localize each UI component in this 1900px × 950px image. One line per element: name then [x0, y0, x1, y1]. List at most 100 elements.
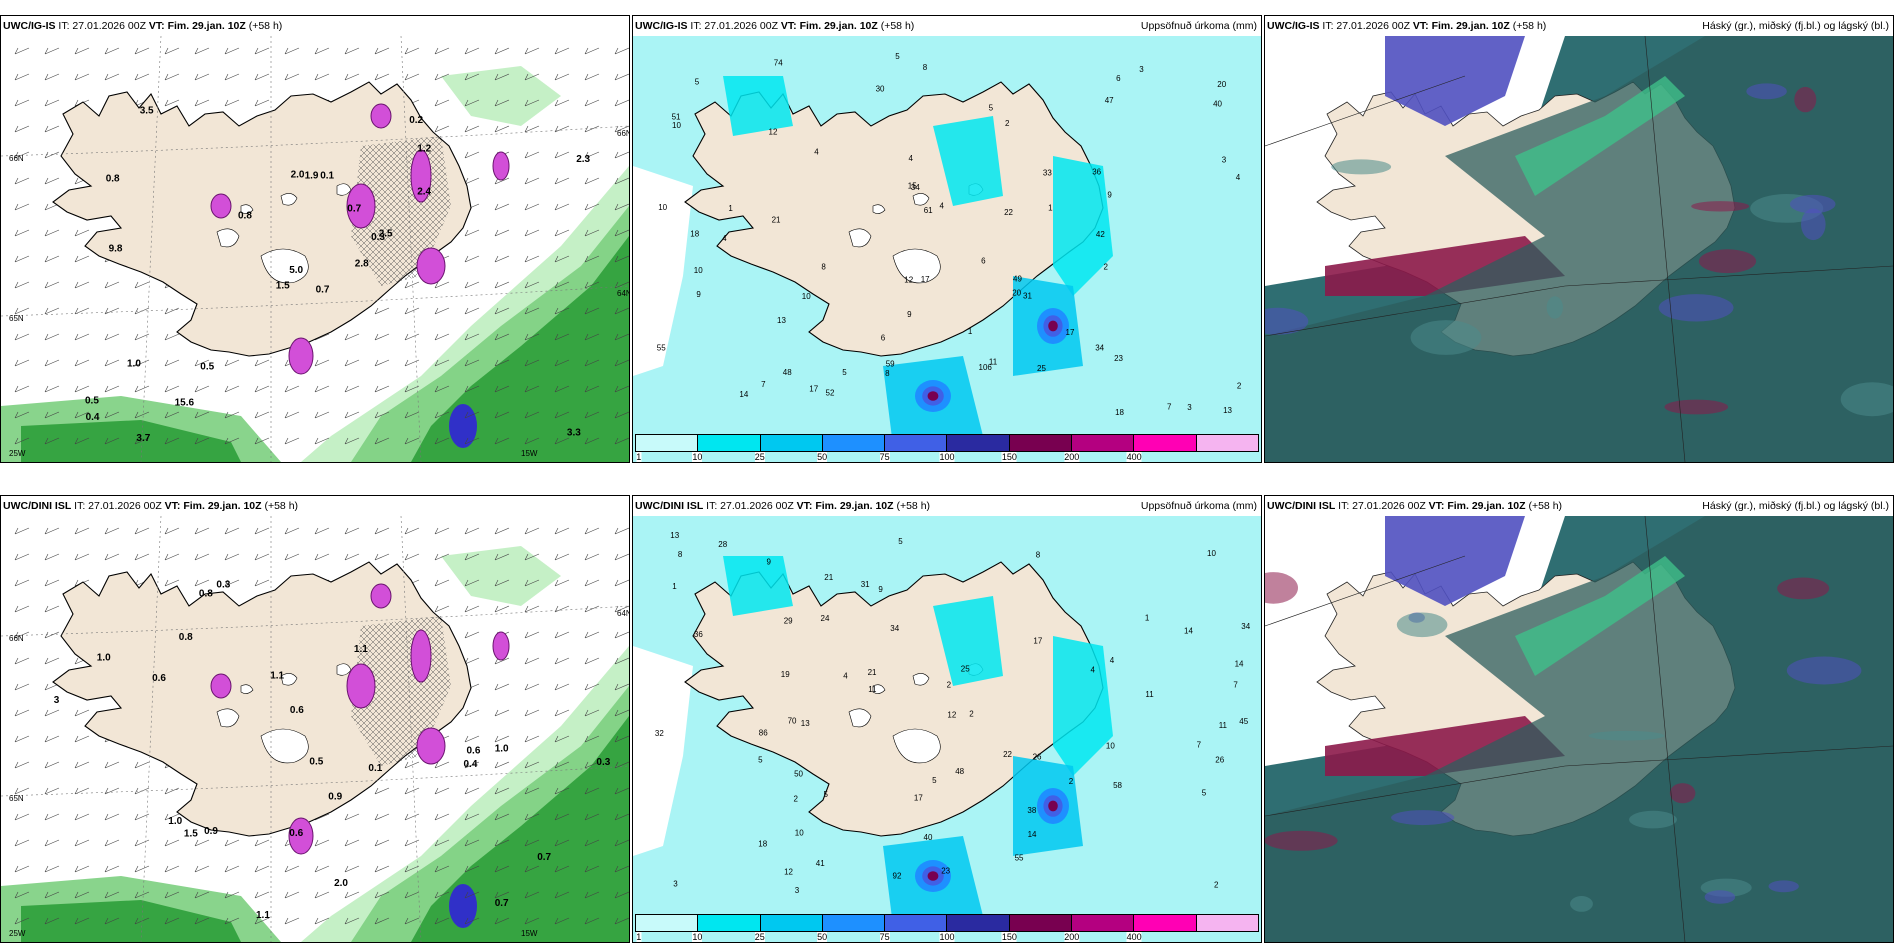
- wind-barb: [164, 917, 180, 925]
- model-name: UWC/DINI ISL: [3, 500, 72, 512]
- wind-barb: [14, 47, 30, 55]
- wind-barb: [584, 657, 600, 665]
- wind-barb: [224, 99, 240, 107]
- wind-barb: [44, 437, 60, 445]
- value-label: 21: [824, 573, 833, 582]
- wind-barb: [494, 73, 510, 81]
- midlevel-cloud: [1385, 36, 1525, 126]
- wind-barb: [434, 761, 450, 769]
- wind-barb: [494, 683, 510, 691]
- model-name: UWC/DINI ISL: [1267, 500, 1336, 512]
- wind-barb: [614, 917, 629, 925]
- wind-barb: [554, 437, 570, 445]
- wind-barb: [614, 605, 629, 613]
- colorbar-tick: 1: [636, 932, 642, 942]
- value-label: 20: [1012, 289, 1021, 298]
- value-label: 10: [658, 203, 667, 212]
- glacier-outline: [240, 204, 254, 214]
- value-label: 1: [1145, 613, 1150, 622]
- value-label: 0.4: [86, 412, 100, 423]
- value-label: 0.4: [464, 759, 478, 770]
- value-label: 8: [821, 262, 826, 271]
- lead-time: (+58 h): [1512, 20, 1547, 32]
- cloud-patch: [1331, 159, 1392, 175]
- value-label: 48: [783, 368, 792, 377]
- wind-barb: [44, 125, 60, 133]
- value-label: 23: [1114, 354, 1123, 363]
- value-label: 14: [1184, 627, 1193, 636]
- wind-shading: [441, 546, 561, 606]
- wind-barb: [584, 579, 600, 587]
- wind-barb: [554, 255, 570, 263]
- panel-igis-cloud: UWC/IG-IS IT: 27.01.2026 00Z VT: Fim. 29…: [1264, 15, 1894, 463]
- wind-shading: [441, 66, 561, 126]
- wind-barb: [374, 307, 390, 315]
- wind-barb: [614, 385, 629, 393]
- wind-barb: [14, 813, 30, 821]
- value-label: 0.3: [371, 232, 385, 243]
- value-label: 26: [1215, 755, 1224, 764]
- wind-barb: [524, 761, 540, 769]
- wind-barb: [464, 709, 480, 717]
- wind-barb: [224, 579, 240, 587]
- wind-barb: [494, 359, 510, 367]
- wind-barb: [44, 229, 60, 237]
- panel-dini-wind: UWC/DINI ISL IT: 27.01.2026 00Z VT: Fim.…: [0, 495, 630, 943]
- wind-barb: [284, 47, 300, 55]
- wind-barb: [134, 839, 150, 847]
- wind-barb: [164, 437, 180, 445]
- glacier-outline: [912, 673, 930, 686]
- value-labels: 0.6 1.0 0.6 0.8 0.9 1.1 3 0.1 0.7 0.4 0.3 0.6 0.7 1.0…: [54, 580, 611, 921]
- wind-barb: [44, 359, 60, 367]
- value-label: 1.0: [97, 653, 111, 664]
- wind-barb: [524, 307, 540, 315]
- wind-barb: [464, 229, 480, 237]
- wind-barb: [344, 865, 360, 873]
- wind-barb: [254, 579, 270, 587]
- wind-barb: [14, 255, 30, 263]
- precip-core: [288, 337, 314, 375]
- value-label: 22: [1003, 750, 1012, 759]
- wind-shading: [21, 420, 241, 462]
- wind-barb: [494, 865, 510, 873]
- precip-shading: [933, 116, 1003, 206]
- value-label: 26: [1033, 752, 1042, 761]
- cloud-patch: [1698, 249, 1757, 274]
- wind-barb: [14, 657, 30, 665]
- colorbar-ticks: 1 10 25 50 75 100 150 200 400: [635, 932, 1259, 942]
- panel-title: Háský (gr.), miðský (fj.bl.) og lágský (…: [1702, 20, 1889, 32]
- wind-barb: [224, 917, 240, 925]
- wind-barb: [584, 203, 600, 211]
- wind-barb: [44, 839, 60, 847]
- init-time: IT: 27.01.2026 00Z: [1338, 500, 1426, 512]
- value-label: 7: [1233, 681, 1238, 690]
- panel-title: Uppsöfnuð úrkoma (mm): [1140, 500, 1257, 512]
- wind-barb: [14, 151, 30, 159]
- precip-core: [370, 583, 392, 609]
- init-time: IT: 27.01.2026 00Z: [690, 20, 778, 32]
- wind-barb: [104, 553, 120, 561]
- wind-barb: [314, 553, 330, 561]
- wind-barb: [104, 73, 120, 81]
- colorbar-tick: 100: [939, 932, 955, 942]
- wind-barb: [164, 47, 180, 55]
- wind-barb: [614, 683, 629, 691]
- precip-core: [346, 183, 376, 229]
- wind-barb: [164, 579, 180, 587]
- wind-barb: [374, 47, 390, 55]
- wind-barb: [524, 657, 540, 665]
- wind-barb: [554, 813, 570, 821]
- wind-barb: [614, 787, 629, 795]
- value-label: 45: [1239, 717, 1248, 726]
- colorbar-tick: 75: [879, 452, 890, 462]
- wind-barb: [464, 99, 480, 107]
- axis-label: 15W: [521, 449, 538, 458]
- wind-barb: [344, 333, 360, 341]
- colorbar-swatch: [635, 434, 699, 452]
- wind-barb: [284, 553, 300, 561]
- axis-label: 64N: [617, 609, 629, 618]
- precip-core: [210, 673, 232, 699]
- wind-barb: [524, 527, 540, 535]
- wind-barb: [44, 631, 60, 639]
- value-label: 3: [1139, 65, 1144, 74]
